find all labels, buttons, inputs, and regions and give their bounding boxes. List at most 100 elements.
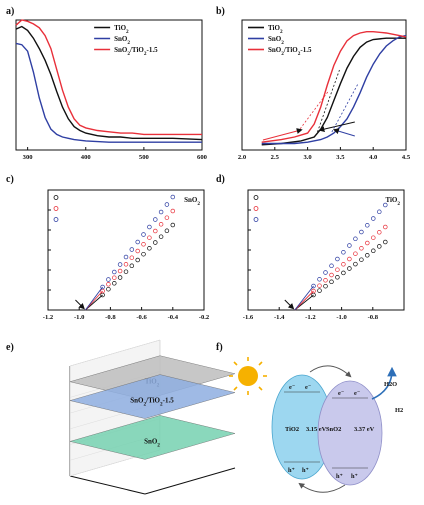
data-point-1 [117, 268, 123, 274]
data-point-1 [323, 278, 328, 283]
hole-transfer-arrow [298, 482, 346, 493]
extrapolation-line-2 [85, 286, 103, 311]
data-point-1 [347, 256, 352, 262]
x-tick-label: 500 [139, 154, 150, 161]
data-point-0 [371, 248, 376, 254]
legend-label: SnO2/TiO2-1.5 [268, 46, 312, 57]
x-tick-label: -0.2 [199, 314, 210, 321]
data-point-1 [135, 248, 140, 254]
data-point-0 [112, 281, 117, 286]
x-tick-label: 4.0 [369, 154, 378, 161]
sun-icon [229, 357, 267, 395]
data-point-1 [106, 282, 111, 287]
data-point-1 [170, 208, 176, 214]
cpd-surface-2 [69, 415, 236, 460]
x-tick-label: 300 [23, 154, 34, 161]
data-point-2 [112, 269, 117, 275]
series-line-0 [15, 25, 203, 141]
sno2-label: SnO2 [326, 426, 341, 433]
data-point-0 [117, 275, 123, 280]
data-point-1 [158, 222, 164, 227]
data-point-2 [335, 256, 340, 262]
data-point-0 [335, 275, 340, 280]
data-point-2 [317, 277, 322, 282]
data-point-0 [129, 263, 135, 269]
data-point-1 [359, 246, 364, 251]
data-point-1 [353, 251, 358, 256]
data-point-2 [347, 243, 352, 248]
x-tick-label: 600 [197, 154, 208, 161]
data-point-1 [153, 228, 158, 234]
z-gridline [69, 339, 161, 367]
x-tick-label: -1.0 [336, 314, 347, 321]
tangent-line-2 [297, 91, 329, 133]
data-point-1 [329, 272, 334, 278]
x-tick-label: -1.4 [274, 314, 285, 321]
cpd-surface-1 [69, 374, 236, 419]
data-point-0 [147, 246, 152, 251]
data-point-2 [123, 254, 129, 260]
band-diagram: e⁻ e⁻ h⁺ h⁺ e⁻ e⁻ h⁺ h⁺ TiO2 3.15 eV SnO… [229, 357, 403, 493]
data-point-2 [341, 250, 346, 255]
data-point-2 [147, 224, 152, 230]
data-point-0 [106, 286, 111, 292]
data-point-0 [153, 240, 158, 245]
data-point-2 [353, 236, 358, 242]
data-point-0 [141, 251, 146, 257]
data-point-2 [329, 263, 334, 269]
extrapolation-line-0 [294, 294, 314, 311]
data-point-1 [311, 288, 316, 294]
plot-frame [15, 19, 203, 151]
plot-frame [247, 189, 405, 311]
data-point-0 [347, 266, 352, 271]
x-tick-label: -0.8 [105, 314, 116, 321]
data-point-0 [323, 283, 328, 289]
hydrogen-label: H2 [395, 407, 403, 414]
tio2-label: TiO2 [285, 426, 299, 433]
data-point-2 [100, 284, 105, 290]
x-tick-label: -0.4 [168, 314, 179, 321]
data-point-2 [106, 277, 111, 282]
series-line-1 [15, 42, 202, 143]
data-point-2 [383, 202, 388, 208]
data-point-2 [129, 247, 135, 252]
data-point-1 [112, 275, 117, 280]
extrapolation-line-1 [294, 290, 314, 311]
flatband-arrow [75, 299, 85, 310]
tangent-line-1 [331, 83, 359, 133]
plot-frame [241, 19, 407, 151]
x-tick-label: -1.0 [74, 314, 85, 321]
x-tick-label: -1.6 [243, 314, 254, 321]
legend-marker [53, 195, 59, 200]
data-point-0 [383, 239, 388, 245]
data-point-0 [123, 269, 129, 274]
tio2-hole-2: h⁺ [302, 467, 309, 474]
series-line-1 [261, 34, 407, 145]
data-point-1 [371, 235, 376, 240]
data-point-2 [365, 223, 370, 228]
series-line-0 [261, 37, 406, 146]
panel-label-b: b) [216, 6, 225, 17]
plot-frame [47, 189, 205, 311]
data-point-2 [371, 216, 376, 221]
chart-title: TiO2 [385, 196, 400, 207]
data-point-2 [311, 283, 316, 289]
legend-marker [53, 206, 59, 211]
data-point-1 [123, 262, 129, 267]
y-axis [144, 467, 236, 495]
legend-marker [253, 206, 259, 211]
x-tick-label: -0.6 [136, 314, 147, 321]
sno2-gap: 3.37 eV [354, 426, 375, 433]
legend-label: TiO2 [268, 24, 283, 35]
tio2-electron-1: e⁻ [289, 384, 295, 391]
x-tick-label: 400 [81, 154, 92, 161]
data-point-0 [158, 234, 164, 239]
x-tick-label: 2.0 [238, 154, 247, 161]
legend-label: TiO2 [114, 24, 129, 35]
series-line-2 [261, 31, 407, 143]
data-point-0 [353, 261, 358, 267]
panel-label-f: f) [216, 342, 223, 353]
